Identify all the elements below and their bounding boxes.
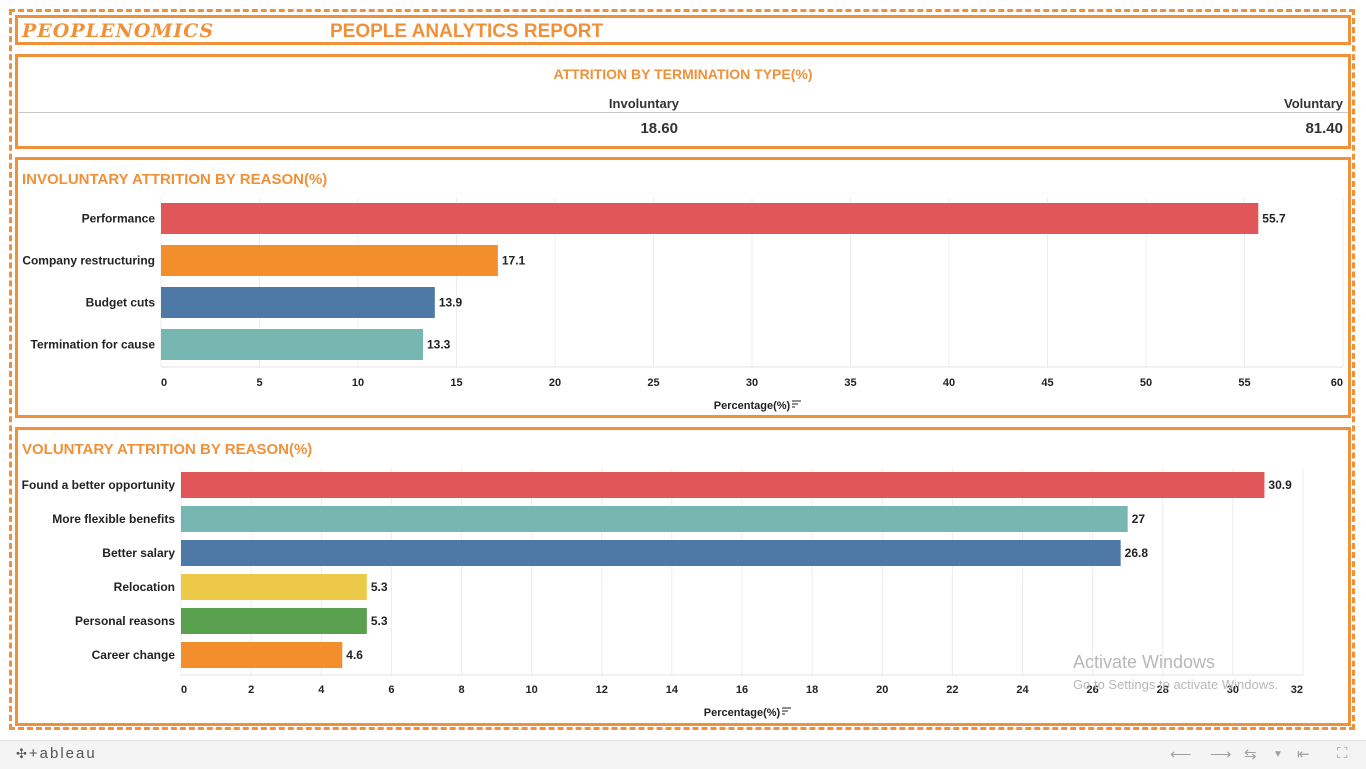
- value-label: 27: [1132, 512, 1146, 526]
- bar[interactable]: [181, 540, 1121, 566]
- tick-label: 32: [1291, 684, 1303, 696]
- bar[interactable]: [161, 287, 435, 318]
- header-panel: PEOPLENOMICS PEOPLE ANALYTICS REPORT: [15, 15, 1351, 45]
- category-label: Company restructuring: [22, 254, 155, 268]
- reset-icon[interactable]: ⇤: [1297, 746, 1310, 763]
- kpi-voluntary-value[interactable]: 81.40: [1305, 120, 1343, 137]
- tableau-logo[interactable]: ✣+ableau: [16, 745, 97, 762]
- tick-label: 4: [318, 684, 325, 696]
- value-label: 5.3: [371, 580, 388, 594]
- tick-label: 18: [806, 684, 818, 696]
- tick-label: 2: [248, 684, 254, 696]
- category-label: More flexible benefits: [52, 512, 175, 526]
- tick-label: 6: [388, 684, 394, 696]
- bar[interactable]: [161, 329, 424, 360]
- tick-label: 45: [1041, 377, 1053, 389]
- tick-label: 22: [946, 684, 958, 696]
- value-label: 26.8: [1125, 546, 1149, 560]
- tick-label: 20: [876, 684, 888, 696]
- bar[interactable]: [161, 203, 1259, 234]
- category-label: Better salary: [102, 546, 175, 560]
- value-label: 13.9: [439, 296, 463, 310]
- tick-label: 20: [549, 377, 561, 389]
- value-label: 17.1: [502, 254, 526, 268]
- kpi-panel: ATTRITION BY TERMINATION TYPE(%) Involun…: [15, 54, 1351, 149]
- report-title: PEOPLE ANALYTICS REPORT: [330, 21, 604, 42]
- category-label: Performance: [82, 212, 156, 226]
- tick-label: 26: [1087, 684, 1099, 696]
- tableau-footer: ✣+ableau ⟵ ⟶ ⇆ ▼ ⇤ ⛶: [0, 740, 1366, 769]
- dashboard-frame: [9, 9, 1355, 730]
- category-label: Found a better opportunity: [22, 478, 176, 492]
- x-axis-title: Percentage(%): [704, 707, 781, 719]
- involuntary-chart-panel: INVOLUNTARY ATTRITION BY REASON(%) Perfo…: [15, 157, 1351, 418]
- dropdown-icon[interactable]: ▼: [1273, 749, 1283, 760]
- tick-label: 16: [736, 684, 748, 696]
- voluntary-chart-title: VOLUNTARY ATTRITION BY REASON(%): [22, 441, 313, 458]
- bar[interactable]: [181, 642, 343, 668]
- tick-label: 0: [161, 377, 167, 389]
- tick-label: 35: [844, 377, 856, 389]
- category-label: Relocation: [114, 580, 175, 594]
- tick-label: 40: [943, 377, 955, 389]
- category-label: Career change: [92, 648, 176, 662]
- value-label: 4.6: [346, 648, 363, 662]
- tick-label: 55: [1238, 377, 1250, 389]
- x-axis-title: Percentage(%): [714, 400, 791, 412]
- category-label: Budget cuts: [86, 296, 156, 310]
- brand-logo: PEOPLENOMICS: [22, 20, 215, 42]
- tick-label: 30: [746, 377, 758, 389]
- activate-windows-watermark: Activate Windows: [1073, 652, 1216, 672]
- kpi-title: ATTRITION BY TERMINATION TYPE(%): [553, 66, 813, 82]
- involuntary-chart: Performance 55.7 Company restructuring 17.1…: [22, 198, 1344, 412]
- kpi-voluntary-label: Voluntary: [1284, 96, 1343, 111]
- tick-label: 10: [352, 377, 364, 389]
- tick-label: 60: [1331, 377, 1343, 389]
- tick-label: 50: [1140, 377, 1152, 389]
- value-label: 5.3: [371, 614, 388, 628]
- tick-label: 12: [596, 684, 608, 696]
- tick-label: 0: [181, 684, 187, 696]
- tick-label: 5: [256, 377, 262, 389]
- kpi-involuntary-value[interactable]: 18.60: [640, 120, 678, 137]
- tick-label: 10: [526, 684, 538, 696]
- tick-label: 15: [450, 377, 462, 389]
- voluntary-chart-panel: VOLUNTARY ATTRITION BY REASON(%) Found a…: [15, 427, 1351, 726]
- tick-label: 14: [666, 684, 679, 696]
- fullscreen-icon[interactable]: ⛶: [1337, 745, 1348, 762]
- tick-label: 28: [1157, 684, 1169, 696]
- category-label: Termination for cause: [31, 338, 156, 352]
- bar[interactable]: [181, 506, 1128, 532]
- value-label: 13.3: [427, 338, 451, 352]
- revert-icon[interactable]: ⇆: [1244, 746, 1257, 763]
- involuntary-chart-title: INVOLUNTARY ATTRITION BY REASON(%): [22, 171, 328, 188]
- tick-label: 30: [1227, 684, 1239, 696]
- bar[interactable]: [181, 608, 367, 634]
- kpi-involuntary-label: Involuntary: [608, 96, 679, 111]
- undo-icon[interactable]: ⟵: [1170, 746, 1192, 763]
- activate-windows-hint: Go to Settings to activate Windows.: [1073, 677, 1279, 692]
- bar[interactable]: [181, 472, 1265, 498]
- bar[interactable]: [181, 574, 367, 600]
- tick-label: 24: [1016, 684, 1029, 696]
- tick-label: 25: [647, 377, 659, 389]
- value-label: 30.9: [1268, 478, 1292, 492]
- kpi-divider: [18, 112, 1348, 113]
- voluntary-chart: Found a better opportunity 30.9 More flexi…: [22, 468, 1304, 719]
- bar[interactable]: [161, 245, 498, 276]
- tick-label: 8: [458, 684, 464, 696]
- redo-icon[interactable]: ⟶: [1210, 746, 1232, 763]
- category-label: Personal reasons: [75, 614, 175, 628]
- value-label: 55.7: [1262, 212, 1286, 226]
